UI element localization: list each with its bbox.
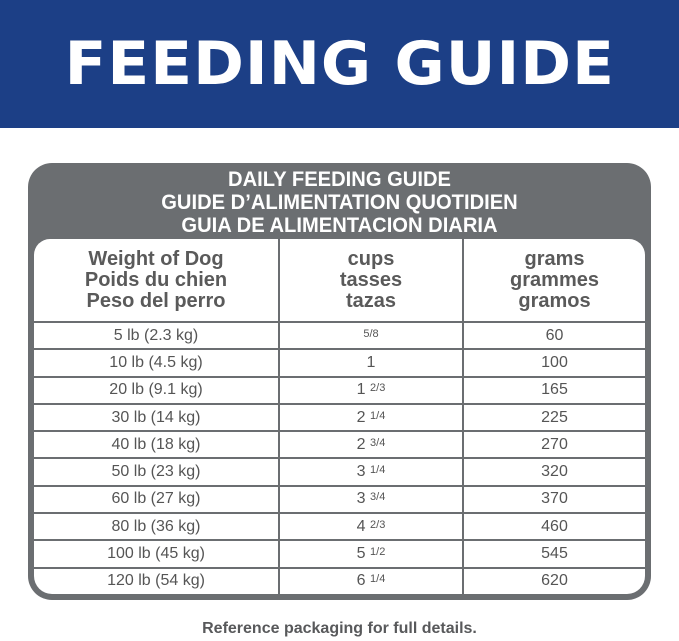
weight-cell: 100 lb (45 kg) <box>34 539 279 568</box>
weight-cell: 50 lb (23 kg) <box>34 457 279 486</box>
table-row: 20 lb (9.1 kg) 1 2/3 165 <box>34 375 645 404</box>
page-title: FEEDING GUIDE <box>64 29 615 99</box>
table-row: 60 lb (27 kg) 3 3/4 370 <box>34 484 645 514</box>
cups-cell: 5 1/2 <box>278 539 463 568</box>
grams-cell: 320 <box>462 457 645 486</box>
table-row: 30 lb (14 kg) 2 1/4 225 <box>34 402 645 432</box>
table-titles: DAILY FEEDING GUIDE GUIDE D’ALIMENTATION… <box>40 168 638 237</box>
header-cups-en: cups <box>347 247 395 270</box>
weight-cell: 30 lb (14 kg) <box>34 402 279 432</box>
header-weight: Weight of Dog Poids du chien Peso del perr… <box>34 239 279 323</box>
header-cups: cups tasses tazas <box>278 239 463 323</box>
header-cups-fr: tasses <box>339 268 403 291</box>
cups-cell: 1 <box>278 348 463 377</box>
header-weight-fr: Poids du chien <box>84 268 228 291</box>
grams-cell: 370 <box>462 484 645 514</box>
grams-cell: 460 <box>462 512 645 541</box>
title-en: DAILY FEEDING GUIDE <box>228 168 451 191</box>
header-cups-es: tazas <box>345 289 397 312</box>
feeding-guide-table-panel: DAILY FEEDING GUIDE GUIDE D’ALIMENTATION… <box>28 163 651 600</box>
grams-cell: 225 <box>462 402 645 432</box>
header-row: Weight of Dog Poids du chien Peso del perr… <box>34 239 645 323</box>
cups-cell: 6 1/4 <box>278 566 463 594</box>
feeding-table: Weight of Dog Poids du chien Peso del perr… <box>34 239 645 594</box>
cups-cell: 1 2/3 <box>278 375 463 404</box>
header-grams: grams grammes gramos <box>462 239 645 323</box>
header-weight-es: Peso del perro <box>86 289 226 312</box>
weight-cell: 5 lb (2.3 kg) <box>113 326 199 344</box>
weight-cell: 120 lb (54 kg) <box>34 566 279 594</box>
cups-cell: 2 1/4 <box>278 402 463 432</box>
table-row: 5 lb (2.3 kg) 5/8 60 <box>34 322 645 350</box>
header-grams-fr: grammes <box>510 268 599 291</box>
header-weight-en: Weight of Dog <box>88 247 224 270</box>
table-body-container: Weight of Dog Poids du chien Peso del perr… <box>34 239 645 594</box>
weight-cell: 20 lb (9.1 kg) <box>34 375 279 404</box>
weight-cell: 10 lb (4.5 kg) <box>34 348 279 377</box>
table-row: 100 lb (45 kg) 5 1/2 545 <box>34 539 645 568</box>
grams-cell: 545 <box>462 539 645 568</box>
weight-cell: 80 lb (36 kg) <box>34 512 279 541</box>
weight-cell: 60 lb (27 kg) <box>34 484 279 514</box>
grams-cell: 60 <box>462 322 645 350</box>
header-grams-en: grams <box>524 247 585 270</box>
cups-cell: 2 3/4 <box>278 430 463 459</box>
title-fr: GUIDE D’ALIMENTATION QUOTIDIEN <box>161 191 518 214</box>
table-row: 50 lb (23 kg) 3 1/4 320 <box>34 457 645 486</box>
grams-cell: 620 <box>462 566 645 594</box>
cups-cell: 5/8 <box>278 322 463 350</box>
cups-cell: 4 2/3 <box>278 512 463 541</box>
table-row: 80 lb (36 kg) 4 2/3 460 <box>34 512 645 541</box>
header-banner: FEEDING GUIDE <box>0 0 679 128</box>
cups-cell: 3 1/4 <box>278 457 463 486</box>
footer-note: Reference packaging for full details. <box>202 620 477 637</box>
grams-cell: 100 <box>462 348 645 377</box>
table-row: 40 lb (18 kg) 2 3/4 270 <box>34 430 645 459</box>
header-grams-es: gramos <box>518 289 591 312</box>
cups-cell: 3 3/4 <box>278 484 463 514</box>
grams-cell: 165 <box>462 375 645 404</box>
title-es: GUIA DE ALIMENTACION DIARIA <box>181 214 498 237</box>
grams-cell: 270 <box>462 430 645 459</box>
weight-cell: 40 lb (18 kg) <box>34 430 279 459</box>
table-row: 120 lb (54 kg) 6 1/4 620 <box>34 566 645 594</box>
table-row: 10 lb (4.5 kg) 1 100 <box>34 348 645 377</box>
